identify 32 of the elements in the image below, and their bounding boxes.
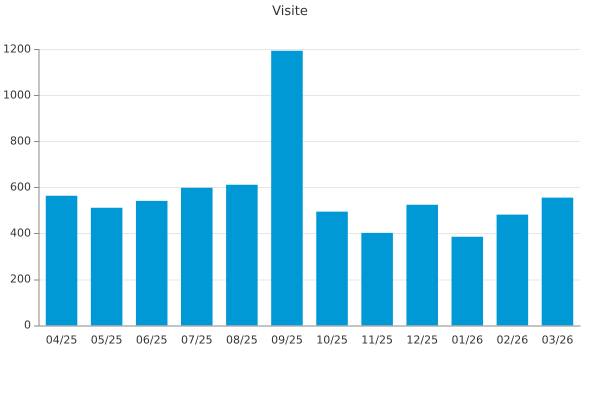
bar [271, 50, 303, 326]
bar [361, 232, 393, 326]
x-tick-label: 12/25 [406, 333, 438, 346]
y-tick-label: 1000 [2, 88, 31, 102]
y-tick-label: 1200 [2, 42, 31, 56]
bar [90, 208, 122, 326]
x-tick-label: 02/26 [496, 333, 528, 346]
y-tick-label: 800 [10, 134, 31, 148]
bar [542, 198, 574, 326]
x-tick-label: 05/25 [90, 333, 122, 346]
x-tick-label: 11/25 [361, 333, 393, 346]
bar [226, 184, 258, 326]
bar [316, 212, 348, 326]
x-tick-label: 08/25 [226, 333, 258, 346]
y-tick-label: 400 [10, 226, 31, 240]
y-tick-label: 0 [24, 318, 31, 332]
x-tick-label: 10/25 [316, 333, 348, 346]
x-tick-label: 01/26 [451, 333, 484, 346]
bar [496, 214, 528, 326]
x-tick-label: 07/25 [180, 333, 213, 346]
bar [136, 200, 168, 326]
x-tick-label: 04/25 [46, 333, 78, 346]
y-tick-label: 600 [10, 180, 31, 194]
x-tick-label: 06/25 [136, 333, 168, 346]
bar [181, 188, 213, 326]
x-tick-label: 03/26 [542, 333, 574, 346]
x-tick-label: 09/25 [271, 333, 303, 346]
y-tick-label: 200 [10, 272, 31, 286]
bar [406, 204, 438, 326]
chart-title: Visite [272, 4, 308, 20]
bar [452, 236, 484, 326]
bar [46, 196, 78, 326]
